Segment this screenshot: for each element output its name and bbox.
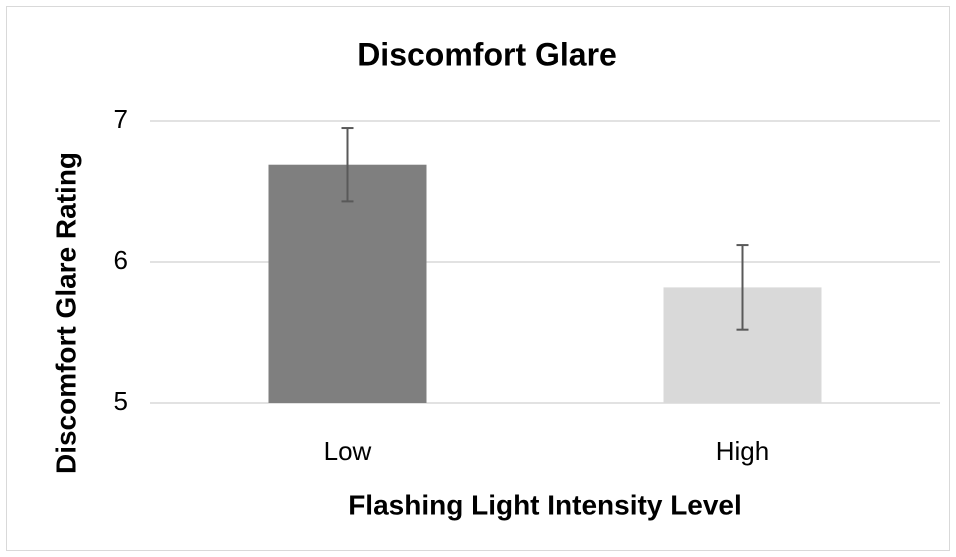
x-tick-label: High (716, 436, 769, 466)
y-tick-label: 7 (114, 104, 128, 134)
chart-title: Discomfort Glare (357, 36, 617, 72)
y-tick-label: 6 (114, 245, 128, 275)
y-axis-label: Discomfort Glare Rating (50, 152, 81, 474)
chart-border (6, 6, 950, 551)
x-axis-label: Flashing Light Intensity Level (348, 489, 742, 520)
y-tick-label: 5 (114, 386, 128, 416)
bar (268, 164, 427, 403)
x-tick-label: Low (324, 436, 372, 466)
